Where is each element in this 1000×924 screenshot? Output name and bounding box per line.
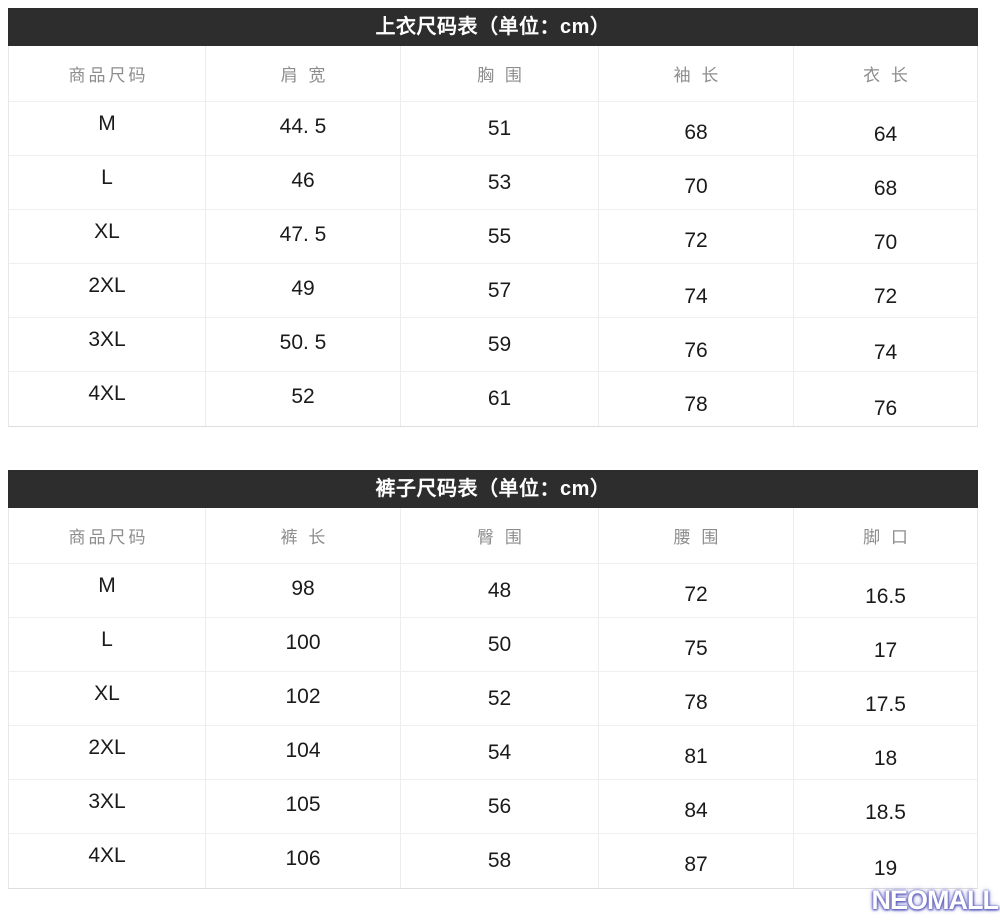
cell-bust: 51 <box>401 102 599 155</box>
cell-bust: 61 <box>401 372 599 426</box>
table-row: 3XL 105 56 84 18.5 <box>9 780 977 834</box>
top-size-chart-grid: 商品尺码 肩 宽 胸 围 袖 长 衣 长 M 44. 5 51 68 64 L … <box>8 46 978 427</box>
cell-length: 70 <box>873 230 898 254</box>
cell-length: 68 <box>873 176 898 200</box>
cell-sleeve: 70 <box>599 156 794 209</box>
cell-size: L <box>9 156 206 209</box>
cell-hip: 52 <box>401 672 599 725</box>
cell-length: 64 <box>873 122 898 146</box>
column-header-bust: 胸 围 <box>401 46 599 101</box>
cell-waist: 78 <box>599 672 794 725</box>
table-row: XL 47. 5 55 72 70 <box>9 210 977 264</box>
cell-waist: 84 <box>599 780 794 833</box>
cell-bust: 53 <box>401 156 599 209</box>
table-header-row: 商品尺码 肩 宽 胸 围 袖 长 衣 长 <box>9 46 977 102</box>
column-header-length: 衣 长 <box>863 66 911 85</box>
cell-leg-opening: 19 <box>873 857 898 880</box>
cell-size: 2XL <box>9 726 206 779</box>
cell-pants-length: 106 <box>206 834 401 888</box>
cell-sleeve: 74 <box>599 264 794 317</box>
cell-waist: 75 <box>599 618 794 671</box>
cell-leg-opening: 17.5 <box>865 692 906 716</box>
cell-pants-length: 104 <box>206 726 401 779</box>
cell-length: 72 <box>873 284 898 308</box>
cell-size: M <box>9 564 206 617</box>
cell-length: 74 <box>873 340 898 364</box>
cell-size: 4XL <box>9 834 206 888</box>
cell-size: M <box>9 102 206 155</box>
top-size-chart-title: 上衣尺码表（单位：cm） <box>8 8 978 46</box>
cell-sleeve: 78 <box>599 372 794 426</box>
cell-hip: 56 <box>401 780 599 833</box>
column-header-size: 商品尺码 <box>9 508 206 563</box>
cell-pants-length: 102 <box>206 672 401 725</box>
column-header-shoulder: 肩 宽 <box>206 46 401 101</box>
cell-size: XL <box>9 672 206 725</box>
cell-size: 2XL <box>9 264 206 317</box>
table-row: M 44. 5 51 68 64 <box>9 102 977 156</box>
table-row: M 98 48 72 16.5 <box>9 564 977 618</box>
table-row: XL 102 52 78 17.5 <box>9 672 977 726</box>
bottom-size-chart-title: 裤子尺码表（单位：cm） <box>8 470 978 508</box>
cell-length: 76 <box>873 397 898 420</box>
table-row: 3XL 50. 5 59 76 74 <box>9 318 977 372</box>
cell-waist: 72 <box>599 564 794 617</box>
bottom-size-chart-grid: 商品尺码 裤 长 臀 围 腰 围 脚 口 M 98 48 72 16.5 L 1… <box>8 508 978 889</box>
table-row: 4XL 52 61 78 76 <box>9 372 977 426</box>
table-row: 2XL 104 54 81 18 <box>9 726 977 780</box>
cell-hip: 58 <box>401 834 599 888</box>
cell-size: 3XL <box>9 318 206 371</box>
table-row: L 46 53 70 68 <box>9 156 977 210</box>
table-row: 4XL 106 58 87 19 <box>9 834 977 888</box>
table-header-row: 商品尺码 裤 长 臀 围 腰 围 脚 口 <box>9 508 977 564</box>
cell-shoulder: 46 <box>206 156 401 209</box>
cell-size: L <box>9 618 206 671</box>
table-row: 2XL 49 57 74 72 <box>9 264 977 318</box>
cell-bust: 55 <box>401 210 599 263</box>
cell-leg-opening: 17 <box>873 638 898 662</box>
column-header-leg-opening: 脚 口 <box>863 528 911 547</box>
cell-leg-opening: 18.5 <box>865 800 906 824</box>
column-header-sleeve: 袖 长 <box>599 46 794 101</box>
cell-size: 3XL <box>9 780 206 833</box>
cell-hip: 54 <box>401 726 599 779</box>
cell-shoulder: 49 <box>206 264 401 317</box>
cell-waist: 87 <box>599 834 794 888</box>
cell-bust: 57 <box>401 264 599 317</box>
table-row: L 100 50 75 17 <box>9 618 977 672</box>
cell-size: XL <box>9 210 206 263</box>
cell-sleeve: 72 <box>599 210 794 263</box>
top-size-chart-table: 上衣尺码表（单位：cm） 商品尺码 肩 宽 胸 围 袖 长 衣 长 M 44. … <box>8 8 978 427</box>
cell-leg-opening: 16.5 <box>865 584 906 608</box>
cell-size: 4XL <box>9 372 206 426</box>
column-header-pants-length: 裤 长 <box>206 508 401 563</box>
cell-shoulder: 47. 5 <box>206 210 401 263</box>
cell-shoulder: 52 <box>206 372 401 426</box>
cell-shoulder: 44. 5 <box>206 102 401 155</box>
neomall-watermark: NEOMALL <box>871 885 999 915</box>
cell-pants-length: 100 <box>206 618 401 671</box>
bottom-size-chart-table: 裤子尺码表（单位：cm） 商品尺码 裤 长 臀 围 腰 围 脚 口 M 98 4… <box>8 470 978 889</box>
cell-hip: 48 <box>401 564 599 617</box>
cell-pants-length: 98 <box>206 564 401 617</box>
cell-sleeve: 68 <box>599 102 794 155</box>
column-header-size: 商品尺码 <box>9 46 206 101</box>
cell-waist: 81 <box>599 726 794 779</box>
column-header-hip: 臀 围 <box>401 508 599 563</box>
cell-bust: 59 <box>401 318 599 371</box>
cell-hip: 50 <box>401 618 599 671</box>
cell-shoulder: 50. 5 <box>206 318 401 371</box>
cell-leg-opening: 18 <box>873 746 898 770</box>
column-header-waist: 腰 围 <box>599 508 794 563</box>
cell-pants-length: 105 <box>206 780 401 833</box>
cell-sleeve: 76 <box>599 318 794 371</box>
